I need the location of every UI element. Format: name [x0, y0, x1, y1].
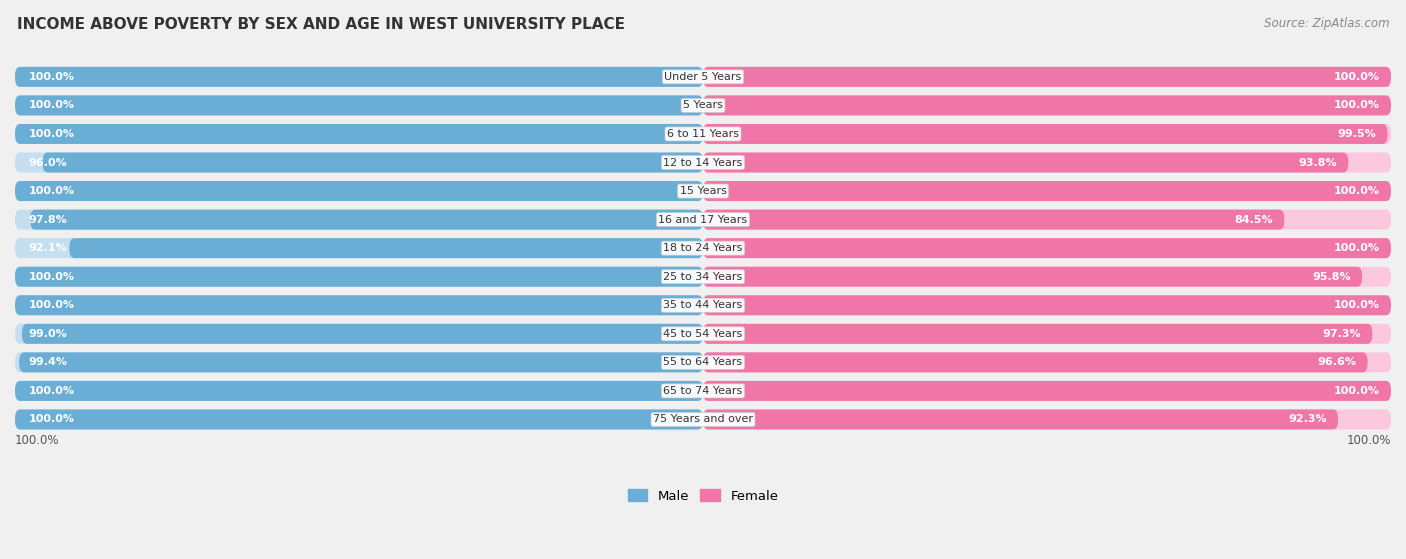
- FancyBboxPatch shape: [42, 153, 703, 173]
- Text: 16 and 17 Years: 16 and 17 Years: [658, 215, 748, 225]
- FancyBboxPatch shape: [703, 210, 1391, 230]
- FancyBboxPatch shape: [703, 238, 1391, 258]
- Text: 100.0%: 100.0%: [1334, 186, 1381, 196]
- FancyBboxPatch shape: [703, 96, 1391, 115]
- FancyBboxPatch shape: [703, 267, 1391, 287]
- FancyBboxPatch shape: [703, 324, 1372, 344]
- Text: 100.0%: 100.0%: [1347, 434, 1391, 447]
- Text: 100.0%: 100.0%: [28, 101, 75, 111]
- FancyBboxPatch shape: [15, 153, 703, 173]
- Text: 96.6%: 96.6%: [1317, 357, 1357, 367]
- Text: 99.4%: 99.4%: [28, 357, 67, 367]
- FancyBboxPatch shape: [703, 238, 1391, 258]
- Text: 84.5%: 84.5%: [1234, 215, 1274, 225]
- Text: 18 to 24 Years: 18 to 24 Years: [664, 243, 742, 253]
- FancyBboxPatch shape: [15, 124, 703, 144]
- Text: 100.0%: 100.0%: [1334, 243, 1381, 253]
- Text: 100.0%: 100.0%: [28, 186, 75, 196]
- Text: 100.0%: 100.0%: [1334, 72, 1381, 82]
- FancyBboxPatch shape: [15, 67, 703, 87]
- FancyBboxPatch shape: [15, 238, 703, 258]
- FancyBboxPatch shape: [703, 153, 1348, 173]
- FancyBboxPatch shape: [22, 324, 703, 344]
- FancyBboxPatch shape: [15, 210, 703, 230]
- FancyBboxPatch shape: [703, 295, 1391, 315]
- FancyBboxPatch shape: [703, 124, 1388, 144]
- Text: 99.0%: 99.0%: [28, 329, 67, 339]
- FancyBboxPatch shape: [703, 67, 1391, 87]
- Text: 55 to 64 Years: 55 to 64 Years: [664, 357, 742, 367]
- FancyBboxPatch shape: [15, 267, 703, 287]
- Text: 95.8%: 95.8%: [1312, 272, 1351, 282]
- FancyBboxPatch shape: [15, 352, 703, 372]
- FancyBboxPatch shape: [703, 295, 1391, 315]
- FancyBboxPatch shape: [703, 124, 1391, 144]
- Text: INCOME ABOVE POVERTY BY SEX AND AGE IN WEST UNIVERSITY PLACE: INCOME ABOVE POVERTY BY SEX AND AGE IN W…: [17, 17, 624, 32]
- Text: 35 to 44 Years: 35 to 44 Years: [664, 300, 742, 310]
- FancyBboxPatch shape: [703, 381, 1391, 401]
- FancyBboxPatch shape: [15, 410, 703, 429]
- FancyBboxPatch shape: [703, 181, 1391, 201]
- FancyBboxPatch shape: [15, 324, 703, 344]
- FancyBboxPatch shape: [15, 67, 703, 87]
- FancyBboxPatch shape: [15, 267, 703, 287]
- Text: 99.5%: 99.5%: [1337, 129, 1376, 139]
- Text: 25 to 34 Years: 25 to 34 Years: [664, 272, 742, 282]
- FancyBboxPatch shape: [703, 410, 1339, 429]
- FancyBboxPatch shape: [15, 181, 703, 201]
- FancyBboxPatch shape: [703, 153, 1391, 173]
- FancyBboxPatch shape: [703, 210, 1284, 230]
- FancyBboxPatch shape: [15, 96, 703, 115]
- Text: 12 to 14 Years: 12 to 14 Years: [664, 158, 742, 168]
- Text: Source: ZipAtlas.com: Source: ZipAtlas.com: [1264, 17, 1389, 30]
- Text: 65 to 74 Years: 65 to 74 Years: [664, 386, 742, 396]
- Legend: Male, Female: Male, Female: [623, 484, 783, 508]
- Text: 92.1%: 92.1%: [28, 243, 67, 253]
- Text: 6 to 11 Years: 6 to 11 Years: [666, 129, 740, 139]
- Text: 100.0%: 100.0%: [1334, 101, 1381, 111]
- Text: 100.0%: 100.0%: [28, 272, 75, 282]
- Text: 100.0%: 100.0%: [1334, 386, 1381, 396]
- Text: 5 Years: 5 Years: [683, 101, 723, 111]
- FancyBboxPatch shape: [703, 181, 1391, 201]
- FancyBboxPatch shape: [69, 238, 703, 258]
- FancyBboxPatch shape: [703, 67, 1391, 87]
- FancyBboxPatch shape: [15, 96, 703, 115]
- Text: 100.0%: 100.0%: [15, 434, 59, 447]
- Text: 100.0%: 100.0%: [1334, 300, 1381, 310]
- Text: 96.0%: 96.0%: [28, 158, 67, 168]
- FancyBboxPatch shape: [15, 410, 703, 429]
- Text: 100.0%: 100.0%: [28, 414, 75, 424]
- FancyBboxPatch shape: [703, 352, 1391, 372]
- FancyBboxPatch shape: [15, 295, 703, 315]
- Text: 97.3%: 97.3%: [1323, 329, 1361, 339]
- Text: 93.8%: 93.8%: [1299, 158, 1337, 168]
- FancyBboxPatch shape: [703, 352, 1368, 372]
- Text: 45 to 54 Years: 45 to 54 Years: [664, 329, 742, 339]
- Text: 75 Years and over: 75 Years and over: [652, 414, 754, 424]
- FancyBboxPatch shape: [20, 352, 703, 372]
- FancyBboxPatch shape: [703, 96, 1391, 115]
- Text: 15 Years: 15 Years: [679, 186, 727, 196]
- Text: 100.0%: 100.0%: [28, 300, 75, 310]
- FancyBboxPatch shape: [703, 381, 1391, 401]
- Text: 100.0%: 100.0%: [28, 72, 75, 82]
- FancyBboxPatch shape: [703, 267, 1362, 287]
- FancyBboxPatch shape: [30, 210, 703, 230]
- FancyBboxPatch shape: [15, 124, 703, 144]
- Text: Under 5 Years: Under 5 Years: [665, 72, 741, 82]
- Text: 100.0%: 100.0%: [28, 129, 75, 139]
- Text: 100.0%: 100.0%: [28, 386, 75, 396]
- FancyBboxPatch shape: [15, 381, 703, 401]
- FancyBboxPatch shape: [703, 410, 1391, 429]
- FancyBboxPatch shape: [15, 295, 703, 315]
- Text: 92.3%: 92.3%: [1288, 414, 1327, 424]
- FancyBboxPatch shape: [15, 381, 703, 401]
- Text: 97.8%: 97.8%: [28, 215, 67, 225]
- FancyBboxPatch shape: [703, 324, 1391, 344]
- FancyBboxPatch shape: [15, 181, 703, 201]
